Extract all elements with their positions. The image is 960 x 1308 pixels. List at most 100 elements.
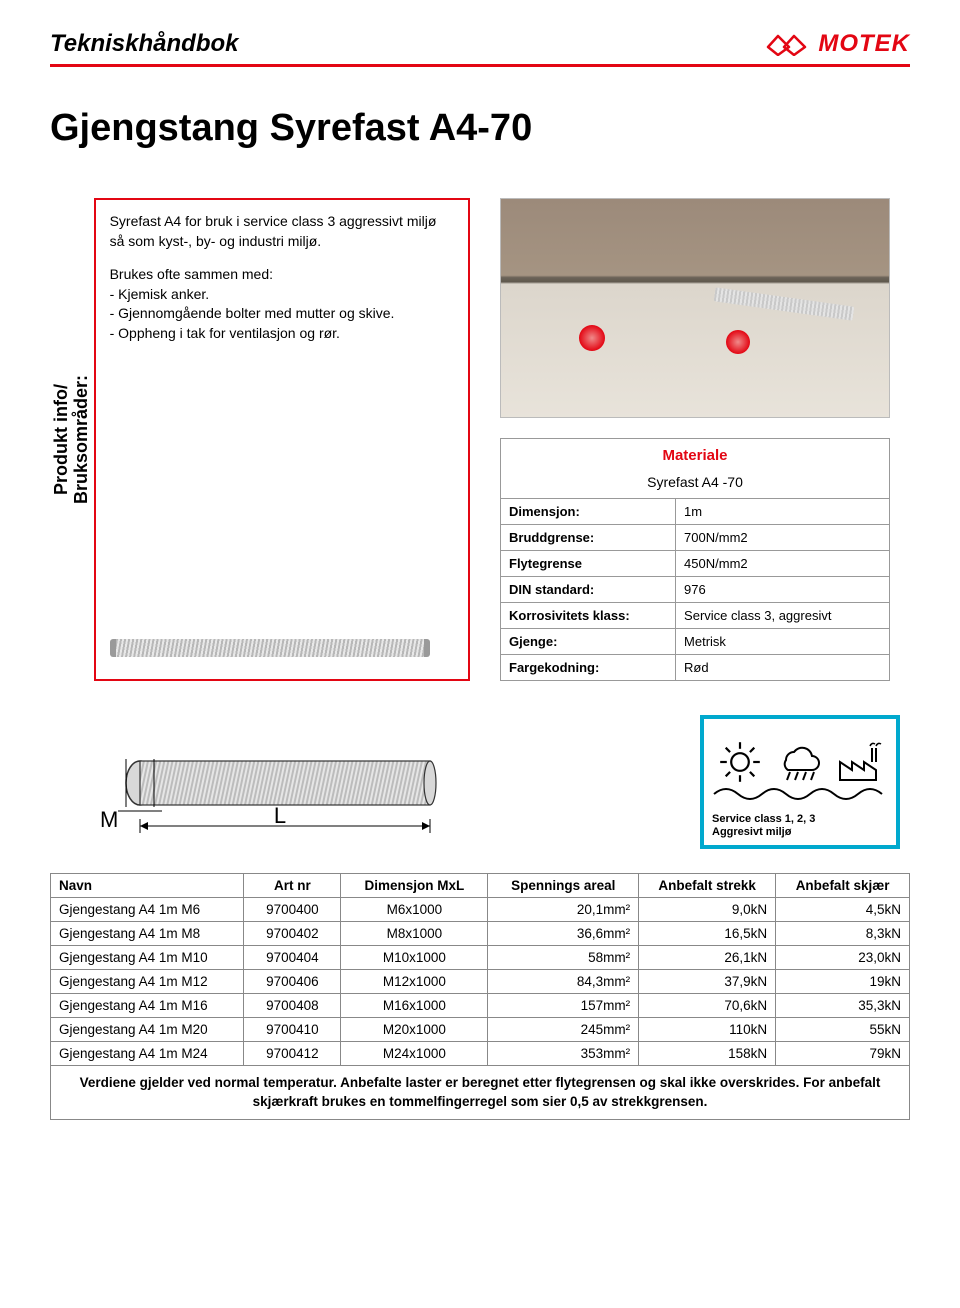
environment-caption: Service class 1, 2, 3 Aggresivt miljø [712, 813, 888, 839]
environment-box: Service class 1, 2, 3 Aggresivt miljø [700, 715, 900, 849]
cell-areal: 245mm² [488, 1018, 639, 1042]
material-label: Flytegrense [501, 551, 676, 577]
material-subheading: Syrefast A4 -70 [501, 469, 890, 499]
table-body: Gjengestang A4 1m M6 9700400 M6x1000 20,… [51, 898, 910, 1119]
cell-dim: M10x1000 [341, 946, 488, 970]
info-para2-item: - Oppheng i tak for ventilasjon og rør. [110, 325, 340, 341]
table-row: Gjengestang A4 1m M12 9700406 M12x1000 8… [51, 970, 910, 994]
cell-artnr: 9700404 [244, 946, 341, 970]
product-photo [500, 198, 890, 418]
sun-icon [718, 740, 762, 784]
cell-skjaer: 19kN [776, 970, 910, 994]
col-navn: Navn [51, 874, 244, 898]
cell-areal: 157mm² [488, 994, 639, 1018]
material-row: Bruddgrense:700N/mm2 [501, 525, 890, 551]
cell-navn: Gjengestang A4 1m M12 [51, 970, 244, 994]
material-row: Fargekodning:Rød [501, 655, 890, 681]
table-row: Gjengestang A4 1m M24 9700412 M24x1000 3… [51, 1042, 910, 1066]
material-label: Gjenge: [501, 629, 676, 655]
diagram-row: M L [50, 715, 910, 849]
table-footer: Verdiene gjelder ved normal temperatur. … [51, 1066, 910, 1119]
brand-logo: MOTEK [766, 30, 910, 58]
cell-navn: Gjengestang A4 1m M8 [51, 922, 244, 946]
threaded-rod-image [110, 639, 430, 657]
cell-areal: 20,1mm² [488, 898, 639, 922]
content-row: Produkt info/ Bruksområder: Syrefast A4 … [50, 198, 910, 681]
header-title: Tekniskhåndbok [50, 30, 238, 58]
diagram-label-m: M [100, 807, 118, 832]
table-row: Gjengestang A4 1m M10 9700404 M10x1000 5… [51, 946, 910, 970]
cell-strekk: 158kN [639, 1042, 776, 1066]
main-title: Gjengstang Syrefast A4-70 [50, 107, 910, 150]
col-skjaer: Anbefalt skjær [776, 874, 910, 898]
cell-navn: Gjengestang A4 1m M16 [51, 994, 244, 1018]
material-label: Korrosivitets klass: [501, 603, 676, 629]
cell-artnr: 9700410 [244, 1018, 341, 1042]
environment-icons [712, 729, 888, 784]
cell-artnr: 9700412 [244, 1042, 341, 1066]
cell-strekk: 16,5kN [639, 922, 776, 946]
cell-dim: M20x1000 [341, 1018, 488, 1042]
material-label: Dimensjon: [501, 499, 676, 525]
rain-cloud-icon [774, 740, 824, 784]
cell-skjaer: 35,3kN [776, 994, 910, 1018]
cell-skjaer: 8,3kN [776, 922, 910, 946]
logo-icon [766, 32, 812, 56]
cell-dim: M12x1000 [341, 970, 488, 994]
material-value: 700N/mm2 [676, 525, 890, 551]
product-data-table: Navn Art nr Dimensjon MxL Spennings area… [50, 873, 910, 1119]
col-dim: Dimensjon MxL [341, 874, 488, 898]
cell-artnr: 9700406 [244, 970, 341, 994]
cell-navn: Gjengestang A4 1m M24 [51, 1042, 244, 1066]
vertical-label-line2: Bruksområder: [71, 375, 91, 504]
material-value: Service class 3, aggresivt [676, 603, 890, 629]
material-row: Flytegrense450N/mm2 [501, 551, 890, 577]
material-label: Fargekodning: [501, 655, 676, 681]
cell-artnr: 9700402 [244, 922, 341, 946]
cell-strekk: 9,0kN [639, 898, 776, 922]
info-para2-intro: Brukes ofte sammen med: [110, 266, 273, 282]
left-column: Produkt info/ Bruksområder: Syrefast A4 … [50, 198, 470, 681]
rod-photo-inline [110, 639, 454, 657]
material-value: 450N/mm2 [676, 551, 890, 577]
table-row: Gjengestang A4 1m M8 9700402 M8x1000 36,… [51, 922, 910, 946]
material-row: DIN standard:976 [501, 577, 890, 603]
cell-navn: Gjengestang A4 1m M6 [51, 898, 244, 922]
cell-navn: Gjengestang A4 1m M10 [51, 946, 244, 970]
material-table: Materiale Syrefast A4 -70 Dimensjon:1m B… [500, 438, 890, 681]
cell-strekk: 26,1kN [639, 946, 776, 970]
info-para2-item: - Gjennomgående bolter med mutter og ski… [110, 305, 395, 321]
cell-skjaer: 4,5kN [776, 898, 910, 922]
table-row: Gjengestang A4 1m M16 9700408 M16x1000 1… [51, 994, 910, 1018]
material-value: 1m [676, 499, 890, 525]
cell-areal: 84,3mm² [488, 970, 639, 994]
cell-artnr: 9700400 [244, 898, 341, 922]
info-paragraph-1: Syrefast A4 for bruk i service class 3 a… [110, 212, 454, 251]
cell-strekk: 70,6kN [639, 994, 776, 1018]
cell-skjaer: 79kN [776, 1042, 910, 1066]
rod-dimension-diagram: M L [80, 749, 480, 849]
table-header-row: Navn Art nr Dimensjon MxL Spennings area… [51, 874, 910, 898]
vertical-section-label: Produkt info/ Bruksområder: [50, 198, 94, 681]
material-row: Korrosivitets klass:Service class 3, agg… [501, 603, 890, 629]
cell-skjaer: 23,0kN [776, 946, 910, 970]
col-areal: Spennings areal [488, 874, 639, 898]
material-row: Dimensjon:1m [501, 499, 890, 525]
info-para2-item: - Kjemisk anker. [110, 286, 210, 302]
cell-dim: M6x1000 [341, 898, 488, 922]
material-label: DIN standard: [501, 577, 676, 603]
col-artnr: Art nr [244, 874, 341, 898]
cell-skjaer: 55kN [776, 1018, 910, 1042]
wave-icon [712, 786, 892, 802]
material-row: Gjenge:Metrisk [501, 629, 890, 655]
logo-text: MOTEK [818, 30, 910, 58]
info-paragraph-2: Brukes ofte sammen med: - Kjemisk anker.… [110, 265, 454, 343]
material-heading: Materiale [501, 439, 890, 470]
cell-areal: 36,6mm² [488, 922, 639, 946]
vertical-label-line1: Produkt info/ [51, 384, 71, 495]
material-value: Rød [676, 655, 890, 681]
cell-strekk: 37,9kN [639, 970, 776, 994]
cell-navn: Gjengestang A4 1m M20 [51, 1018, 244, 1042]
cell-dim: M24x1000 [341, 1042, 488, 1066]
factory-icon [836, 740, 882, 784]
